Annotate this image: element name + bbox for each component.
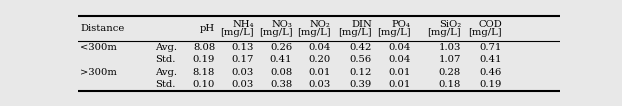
Text: 0.19: 0.19 xyxy=(193,55,215,64)
Text: pH: pH xyxy=(200,24,215,33)
Text: COD: COD xyxy=(478,20,502,29)
Text: 0.42: 0.42 xyxy=(350,43,372,52)
Text: <300m: <300m xyxy=(80,43,117,52)
Text: PO₄: PO₄ xyxy=(391,20,411,29)
Text: 0.01: 0.01 xyxy=(309,68,331,77)
Text: 1.03: 1.03 xyxy=(439,43,461,52)
Text: 0.41: 0.41 xyxy=(480,55,502,64)
Text: Std.: Std. xyxy=(155,55,175,64)
Text: 0.17: 0.17 xyxy=(231,55,254,64)
Text: 0.19: 0.19 xyxy=(480,80,502,89)
Text: 0.03: 0.03 xyxy=(231,80,254,89)
Text: [mg/L]: [mg/L] xyxy=(297,28,331,37)
Text: Avg.: Avg. xyxy=(155,43,177,52)
Text: 8.18: 8.18 xyxy=(193,68,215,77)
Text: NO₂: NO₂ xyxy=(310,20,331,29)
Text: Std.: Std. xyxy=(155,80,175,89)
Text: 0.04: 0.04 xyxy=(388,43,411,52)
Text: SiO₂: SiO₂ xyxy=(439,20,461,29)
Text: 0.01: 0.01 xyxy=(388,80,411,89)
Text: [mg/L]: [mg/L] xyxy=(468,28,502,37)
Text: [mg/L]: [mg/L] xyxy=(427,28,461,37)
Text: [mg/L]: [mg/L] xyxy=(220,28,254,37)
Text: >300m: >300m xyxy=(80,68,117,77)
Text: NH₄: NH₄ xyxy=(232,20,254,29)
Text: [mg/L]: [mg/L] xyxy=(259,28,292,37)
Text: 0.18: 0.18 xyxy=(439,80,461,89)
Text: Avg.: Avg. xyxy=(155,68,177,77)
Text: NO₃: NO₃ xyxy=(271,20,292,29)
Text: 0.13: 0.13 xyxy=(231,43,254,52)
Text: 0.03: 0.03 xyxy=(309,80,331,89)
Text: 0.01: 0.01 xyxy=(388,68,411,77)
Text: 0.03: 0.03 xyxy=(231,68,254,77)
Text: Distance: Distance xyxy=(80,24,124,33)
Text: 0.39: 0.39 xyxy=(350,80,372,89)
Text: 0.71: 0.71 xyxy=(480,43,502,52)
Text: 0.56: 0.56 xyxy=(350,55,372,64)
Text: 0.10: 0.10 xyxy=(193,80,215,89)
Text: 0.26: 0.26 xyxy=(270,43,292,52)
Text: 0.38: 0.38 xyxy=(270,80,292,89)
Text: 0.08: 0.08 xyxy=(270,68,292,77)
Text: 0.28: 0.28 xyxy=(439,68,461,77)
Text: 0.04: 0.04 xyxy=(388,55,411,64)
Text: 0.46: 0.46 xyxy=(480,68,502,77)
Text: 0.12: 0.12 xyxy=(350,68,372,77)
Text: 0.41: 0.41 xyxy=(270,55,292,64)
Text: 8.08: 8.08 xyxy=(193,43,215,52)
Text: 0.04: 0.04 xyxy=(309,43,331,52)
Text: [mg/L]: [mg/L] xyxy=(377,28,411,37)
Text: DIN: DIN xyxy=(351,20,372,29)
Text: 0.20: 0.20 xyxy=(309,55,331,64)
Text: 1.07: 1.07 xyxy=(439,55,461,64)
Text: [mg/L]: [mg/L] xyxy=(338,28,372,37)
